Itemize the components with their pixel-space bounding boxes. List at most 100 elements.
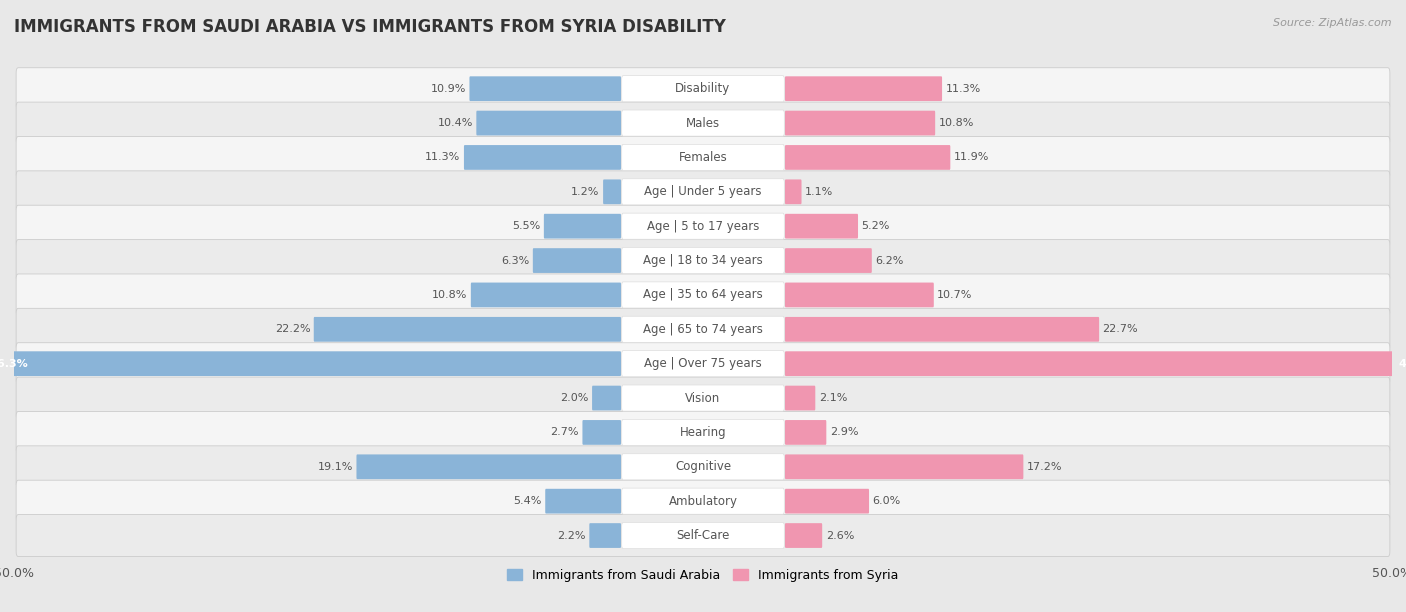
FancyBboxPatch shape bbox=[621, 76, 785, 102]
Text: Age | 35 to 64 years: Age | 35 to 64 years bbox=[643, 288, 763, 302]
Text: 1.2%: 1.2% bbox=[571, 187, 599, 197]
FancyBboxPatch shape bbox=[15, 136, 1391, 179]
Text: 22.2%: 22.2% bbox=[274, 324, 311, 334]
Text: 6.2%: 6.2% bbox=[875, 256, 904, 266]
Text: 2.0%: 2.0% bbox=[560, 393, 589, 403]
Text: 2.1%: 2.1% bbox=[818, 393, 848, 403]
Text: 5.4%: 5.4% bbox=[513, 496, 541, 506]
Text: 11.3%: 11.3% bbox=[425, 152, 461, 162]
FancyBboxPatch shape bbox=[621, 213, 785, 239]
Text: 10.7%: 10.7% bbox=[938, 290, 973, 300]
Text: 10.8%: 10.8% bbox=[939, 118, 974, 128]
FancyBboxPatch shape bbox=[785, 214, 858, 239]
FancyBboxPatch shape bbox=[15, 274, 1391, 316]
Text: 46.3%: 46.3% bbox=[0, 359, 28, 368]
FancyBboxPatch shape bbox=[15, 480, 1391, 522]
FancyBboxPatch shape bbox=[621, 247, 785, 274]
FancyBboxPatch shape bbox=[621, 351, 785, 377]
FancyBboxPatch shape bbox=[15, 239, 1391, 282]
FancyBboxPatch shape bbox=[546, 489, 621, 513]
Text: Females: Females bbox=[679, 151, 727, 164]
FancyBboxPatch shape bbox=[314, 317, 621, 341]
FancyBboxPatch shape bbox=[0, 351, 621, 376]
Text: 22.7%: 22.7% bbox=[1102, 324, 1139, 334]
FancyBboxPatch shape bbox=[785, 420, 827, 445]
FancyBboxPatch shape bbox=[621, 385, 785, 411]
Text: 11.9%: 11.9% bbox=[953, 152, 990, 162]
FancyBboxPatch shape bbox=[592, 386, 621, 411]
FancyBboxPatch shape bbox=[785, 489, 869, 513]
FancyBboxPatch shape bbox=[464, 145, 621, 170]
FancyBboxPatch shape bbox=[15, 68, 1391, 110]
FancyBboxPatch shape bbox=[544, 214, 621, 239]
Text: 47.8%: 47.8% bbox=[1399, 359, 1406, 368]
Text: Self-Care: Self-Care bbox=[676, 529, 730, 542]
Text: 10.9%: 10.9% bbox=[430, 84, 465, 94]
Text: 19.1%: 19.1% bbox=[318, 462, 353, 472]
FancyBboxPatch shape bbox=[357, 455, 621, 479]
Text: 6.0%: 6.0% bbox=[873, 496, 901, 506]
FancyBboxPatch shape bbox=[621, 453, 785, 480]
FancyBboxPatch shape bbox=[785, 386, 815, 411]
FancyBboxPatch shape bbox=[785, 179, 801, 204]
Text: Males: Males bbox=[686, 116, 720, 130]
FancyBboxPatch shape bbox=[621, 144, 785, 171]
FancyBboxPatch shape bbox=[785, 351, 1406, 376]
FancyBboxPatch shape bbox=[785, 76, 942, 101]
FancyBboxPatch shape bbox=[470, 76, 621, 101]
FancyBboxPatch shape bbox=[785, 145, 950, 170]
FancyBboxPatch shape bbox=[15, 205, 1391, 247]
Text: Disability: Disability bbox=[675, 82, 731, 95]
FancyBboxPatch shape bbox=[621, 488, 785, 514]
FancyBboxPatch shape bbox=[621, 316, 785, 342]
Text: Vision: Vision bbox=[685, 392, 721, 405]
Text: 11.3%: 11.3% bbox=[945, 84, 981, 94]
Text: Age | 65 to 74 years: Age | 65 to 74 years bbox=[643, 323, 763, 336]
FancyBboxPatch shape bbox=[621, 179, 785, 205]
FancyBboxPatch shape bbox=[785, 283, 934, 307]
FancyBboxPatch shape bbox=[582, 420, 621, 445]
Text: 5.5%: 5.5% bbox=[512, 221, 540, 231]
Text: Age | Over 75 years: Age | Over 75 years bbox=[644, 357, 762, 370]
Text: Hearing: Hearing bbox=[679, 426, 727, 439]
Text: Age | Under 5 years: Age | Under 5 years bbox=[644, 185, 762, 198]
FancyBboxPatch shape bbox=[621, 523, 785, 548]
Text: 10.4%: 10.4% bbox=[437, 118, 472, 128]
Text: 2.6%: 2.6% bbox=[825, 531, 853, 540]
Text: 5.2%: 5.2% bbox=[862, 221, 890, 231]
FancyBboxPatch shape bbox=[533, 248, 621, 273]
Text: Ambulatory: Ambulatory bbox=[668, 494, 738, 508]
Text: Cognitive: Cognitive bbox=[675, 460, 731, 473]
FancyBboxPatch shape bbox=[471, 283, 621, 307]
FancyBboxPatch shape bbox=[15, 102, 1391, 144]
Text: 10.8%: 10.8% bbox=[432, 290, 467, 300]
Text: 1.1%: 1.1% bbox=[806, 187, 834, 197]
Text: Source: ZipAtlas.com: Source: ZipAtlas.com bbox=[1274, 18, 1392, 28]
FancyBboxPatch shape bbox=[15, 171, 1391, 213]
FancyBboxPatch shape bbox=[785, 317, 1099, 341]
Text: 2.2%: 2.2% bbox=[557, 531, 586, 540]
FancyBboxPatch shape bbox=[603, 179, 621, 204]
FancyBboxPatch shape bbox=[15, 411, 1391, 453]
FancyBboxPatch shape bbox=[15, 343, 1391, 385]
Text: 6.3%: 6.3% bbox=[501, 256, 530, 266]
FancyBboxPatch shape bbox=[785, 523, 823, 548]
FancyBboxPatch shape bbox=[785, 111, 935, 135]
Text: Age | 5 to 17 years: Age | 5 to 17 years bbox=[647, 220, 759, 233]
Text: 2.9%: 2.9% bbox=[830, 427, 858, 438]
Text: 2.7%: 2.7% bbox=[551, 427, 579, 438]
FancyBboxPatch shape bbox=[621, 419, 785, 446]
FancyBboxPatch shape bbox=[15, 377, 1391, 419]
FancyBboxPatch shape bbox=[477, 111, 621, 135]
FancyBboxPatch shape bbox=[15, 515, 1391, 556]
FancyBboxPatch shape bbox=[15, 446, 1391, 488]
FancyBboxPatch shape bbox=[621, 110, 785, 136]
FancyBboxPatch shape bbox=[785, 248, 872, 273]
FancyBboxPatch shape bbox=[589, 523, 621, 548]
FancyBboxPatch shape bbox=[15, 308, 1391, 350]
FancyBboxPatch shape bbox=[621, 282, 785, 308]
Text: Age | 18 to 34 years: Age | 18 to 34 years bbox=[643, 254, 763, 267]
Text: IMMIGRANTS FROM SAUDI ARABIA VS IMMIGRANTS FROM SYRIA DISABILITY: IMMIGRANTS FROM SAUDI ARABIA VS IMMIGRAN… bbox=[14, 18, 725, 36]
FancyBboxPatch shape bbox=[785, 455, 1024, 479]
Legend: Immigrants from Saudi Arabia, Immigrants from Syria: Immigrants from Saudi Arabia, Immigrants… bbox=[502, 564, 904, 587]
